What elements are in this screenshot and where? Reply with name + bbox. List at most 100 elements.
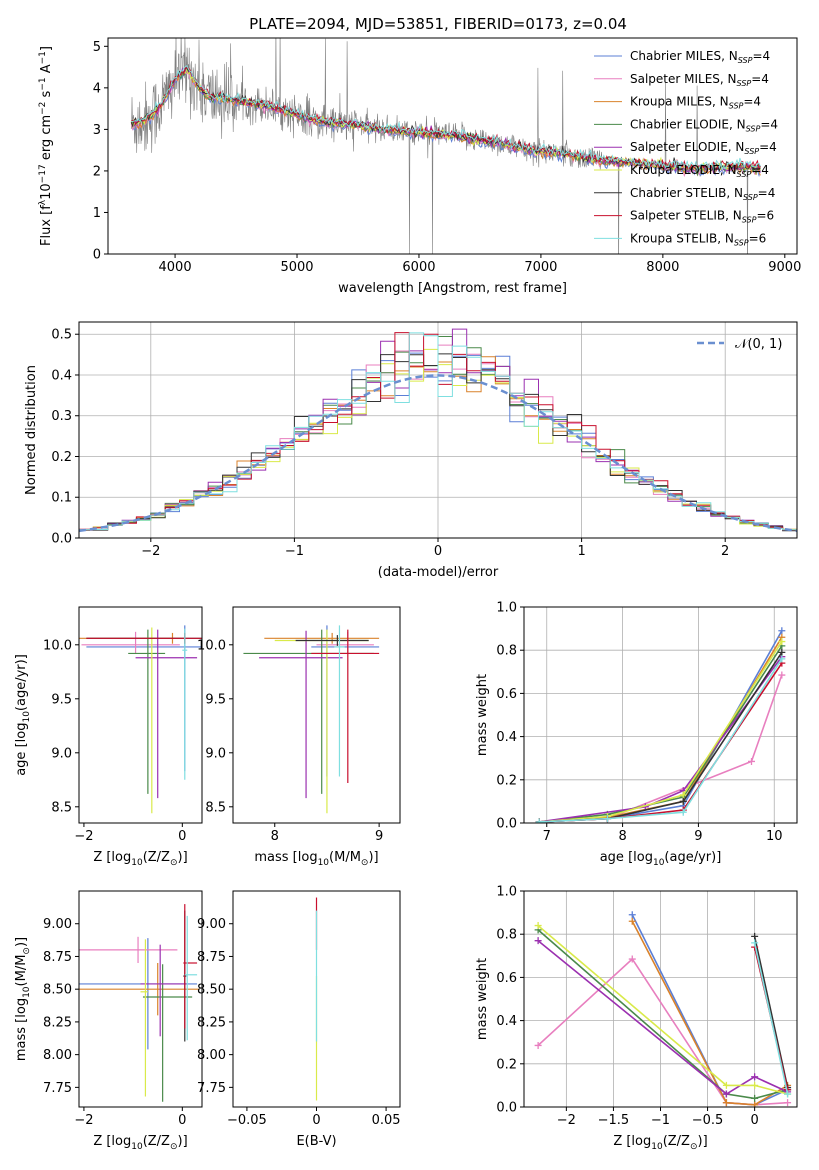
y-tick-label: 0.1	[51, 491, 72, 506]
y-axis-label: Flux [fλ10−17 erg cm−2 s−1 A−1]	[38, 46, 54, 246]
y-tick-label: 10.0	[197, 638, 226, 653]
panel-massweight_vs_Z: −2 −1.5 −1 −0.5 0 0.0 0.2 0.4 0.6 0.8 1.0 Z [log10(…	[475, 885, 798, 1152]
y-tick-label: 7.75	[43, 1081, 72, 1096]
y-tick-label: 2	[93, 164, 101, 179]
x-tick-label: 5000	[280, 260, 313, 275]
weight-point	[679, 797, 687, 805]
weight-point	[784, 1099, 792, 1107]
x-tick-label: 9	[375, 829, 383, 844]
x-tick-label: −1.5	[598, 1113, 630, 1128]
y-tick-label: 5	[93, 40, 101, 55]
weight-point	[784, 1090, 792, 1098]
plot-area	[130, 38, 761, 254]
x-tick-label: 4000	[159, 260, 192, 275]
y-tick-label: 8.25	[43, 1015, 72, 1030]
y-tick-label: 8.5	[51, 800, 72, 815]
axes-frame	[107, 37, 798, 255]
x-tick-label: 0	[750, 1113, 758, 1128]
weight-point	[722, 1090, 730, 1098]
legend-entry: Chabrier ELODIE, NSSP=4	[630, 117, 778, 133]
y-tick-label: 8.00	[43, 1048, 72, 1063]
weight-point	[628, 917, 636, 925]
plot-area	[79, 328, 797, 533]
weight-point	[722, 1099, 730, 1107]
y-tick-label: 8.75	[43, 950, 72, 965]
y-tick-label: 10.0	[43, 638, 72, 653]
y-tick-label: 1.0	[496, 885, 517, 900]
x-axis-label: Z [log10(Z/Z⊙)]	[613, 1134, 707, 1152]
weight-series	[539, 658, 783, 823]
y-tick-label: 0	[93, 248, 101, 263]
weight-point	[778, 648, 786, 656]
legend-entry: Salpeter STELIB, NSSP=6	[630, 209, 774, 225]
y-tick-label: 0.2	[51, 450, 72, 465]
weight-series	[539, 656, 783, 823]
y-tick-label: 0.2	[496, 773, 517, 788]
y-axis-label: mass weight	[475, 958, 490, 1040]
legend: 𝒩(0, 1)	[697, 337, 782, 352]
legend-entry: Kroupa ELODIE, NSSP=4	[630, 163, 769, 179]
y-tick-label: 0.3	[51, 409, 72, 424]
weight-point	[534, 922, 542, 930]
panel-mass_vs_Z: −2 0 7.75 8.00 8.25 8.50 8.75 9.00 Z [log10(Z/Z⊙…	[14, 890, 203, 1152]
x-tick-label: 10	[766, 829, 783, 844]
y-tick-label: 0.2	[496, 1057, 517, 1072]
y-axis-label: age [log10(age/yr)]	[14, 654, 32, 776]
weight-point	[751, 1094, 759, 1102]
y-tick-label: 9.0	[51, 746, 72, 761]
x-axis-label: Z [log10(Z/Z⊙)]	[93, 1134, 187, 1152]
axes-frame	[523, 606, 798, 824]
weight-series	[537, 924, 788, 1095]
y-tick-label: 7.75	[197, 1081, 226, 1096]
y-tick-label: 0.0	[51, 532, 72, 547]
weight-series	[753, 942, 789, 1095]
y-tick-label: 8.25	[197, 1015, 226, 1030]
y-tick-label: 8.50	[43, 983, 72, 998]
y-tick-label: 9.5	[51, 692, 72, 707]
legend-entry: Chabrier STELIB, NSSP=4	[630, 186, 775, 202]
x-tick-label: −1	[651, 1113, 670, 1128]
weight-point	[778, 638, 786, 646]
x-tick-label: 7	[543, 829, 551, 844]
weight-point	[628, 955, 636, 963]
y-tick-label: 4	[93, 81, 101, 96]
x-tick-label: 9000	[768, 260, 801, 275]
weight-point	[722, 1081, 730, 1089]
weight-point	[603, 815, 611, 823]
y-tick-label: 0.5	[51, 328, 72, 343]
x-tick-label: −2	[74, 829, 93, 844]
x-tick-label: −2	[74, 1113, 93, 1128]
panel-age_vs_Z: −2 0 8.5 9.0 9.5 10.0 Z [log10(Z/Z⊙)] age [log1…	[14, 606, 203, 868]
x-tick-label: −2	[557, 1113, 576, 1128]
y-tick-label: 8.5	[205, 800, 226, 815]
panel-massweight_vs_age: 7 8 9 10 0.0 0.2 0.4 0.6 0.8 1.0 age [log10(age/yr…	[475, 601, 798, 868]
y-tick-label: 9.00	[197, 917, 226, 932]
weight-point	[751, 1101, 759, 1107]
x-tick-label: 1	[577, 544, 585, 559]
axes-frame	[78, 606, 203, 824]
y-tick-label: 3	[93, 123, 101, 138]
y-tick-label: 8.50	[197, 983, 226, 998]
plot-area	[79, 904, 200, 1102]
y-tick-label: 0.4	[496, 1014, 517, 1029]
x-axis-label: mass [log10(M/M⊙)]	[254, 850, 378, 868]
model-spectrum	[131, 65, 761, 172]
x-tick-label: 9	[694, 829, 702, 844]
y-axis-label: mass weight	[475, 674, 490, 756]
weight-point	[628, 911, 636, 919]
weight-series	[631, 920, 789, 1106]
weight-point	[751, 939, 759, 947]
axes-frame	[232, 606, 401, 824]
x-tick-label: 8000	[646, 260, 679, 275]
x-tick-label: −1	[285, 544, 304, 559]
y-tick-label: 0.0	[496, 1101, 517, 1116]
legend-entry: Chabrier MILES, NSSP=4	[630, 49, 770, 65]
weight-point	[778, 671, 786, 679]
weight-point	[748, 757, 755, 765]
plot-area	[535, 627, 786, 823]
weight-point	[751, 932, 759, 940]
y-axis-label: Normed distribution	[24, 365, 39, 495]
y-tick-label: 0.4	[51, 368, 72, 383]
weight-point	[534, 937, 542, 945]
